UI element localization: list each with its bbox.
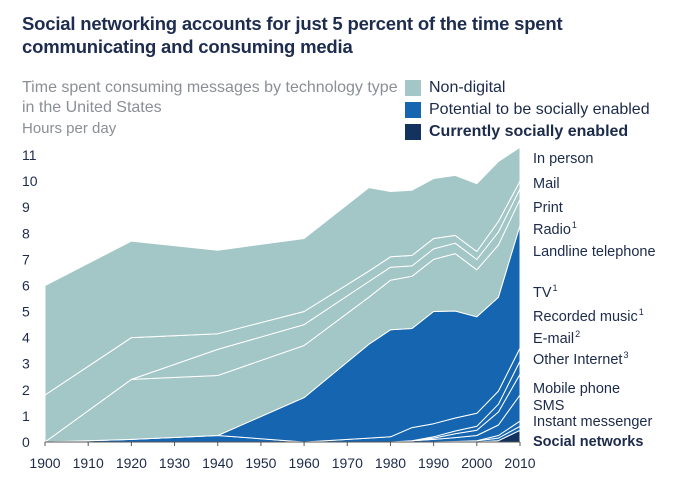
x-tick-label: 1960: [289, 455, 320, 471]
series-label-social-networks: Social networks: [533, 434, 643, 450]
legend-label-potential: Potential to be socially enabled: [429, 101, 650, 118]
series-label-radio: Radio1: [533, 220, 577, 238]
series-label-instant-messenger: Instant messenger: [533, 414, 652, 430]
y-tick-label: 10: [22, 173, 38, 189]
legend-swatch-currently: [405, 124, 421, 140]
y-tick-label: 8: [22, 225, 30, 241]
series-label-in-person: In person: [533, 151, 593, 167]
y-tick-label: 5: [22, 304, 30, 320]
x-tick-label: 1940: [202, 455, 233, 471]
chart-title: Social networking accounts for just 5 pe…: [22, 13, 563, 57]
legend-item-currently: Currently socially enabled: [405, 121, 650, 143]
x-tick-label: 1990: [418, 455, 449, 471]
series-label-sms: SMS: [533, 398, 564, 414]
y-tick-label: 4: [22, 330, 30, 346]
y-tick-label: 2: [22, 382, 30, 398]
x-tick-label: 2010: [504, 455, 535, 471]
y-tick-label: 3: [22, 356, 30, 372]
y-tick-label: 9: [22, 199, 30, 215]
legend-item-potential: Potential to be socially enabled: [405, 99, 650, 121]
series-label-tv: TV1: [533, 283, 558, 301]
legend-swatch-potential: [405, 102, 421, 118]
series-label-mail: Mail: [533, 176, 560, 192]
area-in-person: [44, 146, 521, 396]
y-tick-label: 1: [22, 408, 30, 424]
series-label-landline-telephone: Landline telephone: [533, 244, 656, 260]
series-label-other-internet: Other Internet3: [533, 350, 628, 368]
y-tick-label: 11: [22, 147, 37, 163]
legend-swatch-non-digital: [405, 80, 421, 96]
series-label-e-mail: E-mail2: [533, 329, 580, 347]
series-label-recorded-music: Recorded music1: [533, 307, 644, 325]
area-layers: [44, 146, 521, 443]
x-tick-label: 1900: [29, 455, 60, 471]
x-tick-label: 1980: [375, 455, 406, 471]
series-label-print: Print: [533, 200, 563, 216]
chart-subtitle: Time spent consuming messages by technol…: [22, 79, 398, 116]
legend-label-non-digital: Non-digital: [429, 79, 506, 96]
x-tick-label: 2000: [461, 455, 492, 471]
axes: 0 1 2 3 4 5 6 7 8 9 10 11 1900 1910 1920 1930 1940 1950 19…: [22, 147, 536, 471]
x-tick-label: 1950: [245, 455, 276, 471]
legend-label-currently: Currently socially enabled: [429, 123, 629, 140]
series-label-mobile-phone: Mobile phone: [533, 381, 620, 397]
y-tick-label: 7: [22, 251, 30, 267]
x-tick-label: 1970: [332, 455, 363, 471]
y-tick-label: 0: [22, 434, 30, 450]
legend: Non-digital Potential to be socially ena…: [405, 77, 650, 143]
legend-item-non-digital: Non-digital: [405, 77, 650, 99]
y-tick-label: 6: [22, 278, 30, 294]
y-axis-unit-label: Hours per day: [22, 120, 117, 137]
x-tick-label: 1910: [73, 455, 104, 471]
x-tick-label: 1920: [116, 455, 147, 471]
series-labels: In person Mail Print Radio1 Landline telepho…: [533, 151, 656, 450]
x-tick-label: 1930: [159, 455, 190, 471]
